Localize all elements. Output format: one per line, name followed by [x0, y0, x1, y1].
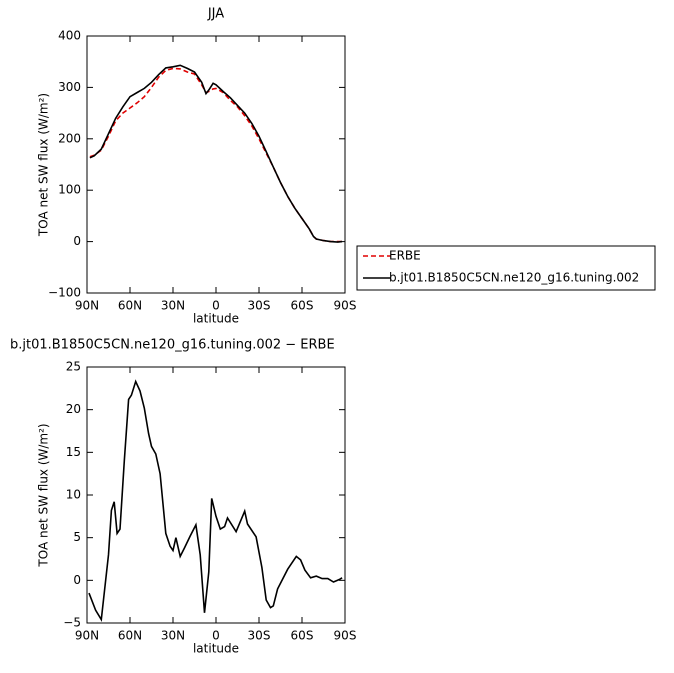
y-tick-label: 0 [73, 573, 81, 587]
y-tick-label: 15 [66, 445, 81, 459]
y-tick-label: 400 [58, 29, 81, 43]
x-tick-label: 30N [161, 299, 185, 313]
y-tick-label: 100 [58, 183, 81, 197]
plot-frame [86, 35, 346, 294]
x-tick-label: 90S [334, 299, 357, 313]
x-tick-label: 60S [291, 299, 314, 313]
x-tick-label: 60S [291, 629, 314, 643]
y-tick-label: 25 [66, 360, 81, 374]
y-tick-label: 200 [58, 131, 81, 145]
x-tick-label: 60N [118, 299, 142, 313]
y-tick-label: 300 [58, 80, 81, 94]
x-tick-label: 90S [334, 629, 357, 643]
x-tick-label: 0 [212, 629, 220, 643]
x-tick-label: 60N [118, 629, 142, 643]
y-tick-label: −100 [48, 286, 81, 300]
y-axis-label: TOA net SW flux (W/m²) [37, 423, 51, 567]
legend-box [356, 245, 656, 291]
x-axis-label: latitude [193, 642, 239, 656]
x-axis-label: latitude [193, 312, 239, 326]
x-tick-label: 30N [161, 629, 185, 643]
legend-label: b.jt01.B1850C5CN.ne120_g16.tuning.002 [389, 271, 639, 285]
y-tick-label: 20 [66, 402, 81, 416]
y-tick-label: 10 [66, 488, 81, 502]
legend-label: ERBE [389, 249, 421, 263]
y-tick-label: 0 [73, 234, 81, 248]
plot-frame [86, 366, 346, 624]
chart-title: b.jt01.B1850C5CN.ne120_g16.tuning.002 − … [10, 338, 335, 353]
chart-title: JJA [207, 7, 224, 22]
data-line [88, 379, 343, 623]
data-line [89, 64, 343, 243]
y-tick-label: 5 [73, 530, 81, 544]
data-line [89, 67, 343, 243]
x-tick-label: 0 [212, 299, 220, 313]
x-tick-label: 90N [75, 629, 99, 643]
y-axis-label: TOA net SW flux (W/m²) [37, 93, 51, 237]
x-tick-label: 30S [248, 299, 271, 313]
x-tick-label: 90N [75, 299, 99, 313]
x-tick-label: 30S [248, 629, 271, 643]
y-tick-label: −5 [63, 616, 81, 630]
